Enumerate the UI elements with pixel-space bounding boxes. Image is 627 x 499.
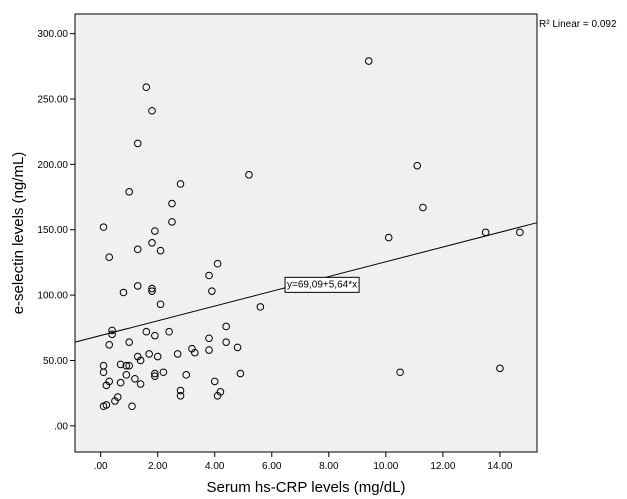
- y-tick-label: 50.00: [43, 356, 68, 367]
- x-tick-label: 6.00: [262, 461, 282, 472]
- data-point: [233, 343, 242, 352]
- data-point: [131, 374, 139, 383]
- x-tick-label: .00: [94, 461, 108, 472]
- data-point: [151, 331, 159, 340]
- r2-label: R² Linear = 0.092: [539, 19, 617, 30]
- x-tick-label: 4.00: [205, 461, 225, 472]
- plot-area: [74, 13, 538, 453]
- y-tick-label: .00: [54, 421, 68, 432]
- data-point: [125, 338, 133, 346]
- data-point: [364, 57, 373, 65]
- data-point: [102, 401, 111, 409]
- data-point: [384, 233, 393, 242]
- data-point: [256, 303, 265, 311]
- x-tick-label: 8.00: [319, 461, 339, 472]
- data-point: [210, 377, 219, 386]
- y-tick-label: 100.00: [37, 291, 68, 302]
- data-point: [116, 360, 125, 369]
- data-point: [148, 239, 156, 247]
- data-point: [156, 300, 165, 309]
- data-point: [99, 368, 108, 377]
- data-point: [136, 356, 145, 365]
- data-point: [145, 350, 153, 358]
- data-point: [236, 369, 245, 378]
- y-axis-ticks: .00 50.00 100.00 150.00 200.00 250.00 300.00: [37, 29, 75, 432]
- data-point: [176, 386, 185, 395]
- data-point: [205, 271, 213, 280]
- data-point: [105, 253, 114, 261]
- data-point: [119, 288, 128, 297]
- data-point: [142, 83, 151, 92]
- data-point: [222, 322, 230, 331]
- data-point: [245, 171, 253, 179]
- data-point: [128, 402, 136, 411]
- data-point: [516, 228, 524, 237]
- data-point: [105, 340, 114, 349]
- data-point: [142, 327, 151, 336]
- x-axis-title: Serum hs-CRP levels (mg/dL): [207, 479, 406, 496]
- x-tick-label: 2.00: [148, 461, 168, 472]
- data-point: [205, 346, 213, 354]
- data-point: [133, 282, 142, 290]
- data-point: [176, 391, 185, 400]
- y-tick-label: 300.00: [37, 29, 68, 40]
- data-point: [396, 368, 404, 377]
- y-tick-label: 150.00: [37, 225, 68, 236]
- data-point: [151, 369, 159, 378]
- data-point: [168, 199, 176, 208]
- data-point: [205, 334, 213, 343]
- data-point: [122, 361, 131, 370]
- data-point: [125, 361, 133, 370]
- data-point: [176, 180, 185, 188]
- data-point: [213, 259, 222, 268]
- x-tick-label: 12.00: [430, 461, 455, 472]
- x-axis-ticks: .00 2.00 4.00 6.00 8.00 10.00 12.00 14.00: [94, 452, 513, 472]
- data-point: [159, 368, 168, 377]
- data-point: [136, 380, 145, 388]
- equation-box: [284, 276, 360, 293]
- data-point: [133, 139, 142, 148]
- data-point: [419, 203, 427, 212]
- data-point: [108, 330, 116, 339]
- data-point: [216, 388, 225, 396]
- y-tick-label: 200.00: [37, 160, 68, 171]
- data-point: [116, 378, 125, 387]
- data-point: [111, 397, 119, 405]
- y-tick-label: 250.00: [37, 94, 68, 105]
- data-point: [156, 246, 165, 255]
- data-point: [413, 161, 422, 170]
- data-point: [148, 106, 156, 115]
- data-point: [133, 245, 142, 254]
- y-axis-title: e-selectin levels (ng/mL): [10, 152, 27, 315]
- data-points: [99, 57, 524, 411]
- data-point: [151, 227, 159, 235]
- data-point: [165, 327, 173, 336]
- equation-label: y=69,09+5,64*x: [287, 279, 357, 290]
- data-point: [151, 372, 159, 380]
- data-point: [208, 287, 216, 295]
- data-point: [125, 188, 133, 196]
- data-point: [481, 228, 490, 237]
- data-point: [190, 348, 199, 357]
- data-point: [168, 218, 176, 226]
- data-point: [222, 338, 230, 346]
- data-point: [148, 284, 156, 293]
- equation-label-group: y=69,09+5,64*x: [284, 276, 360, 293]
- data-point: [122, 371, 131, 379]
- data-point: [99, 223, 108, 231]
- data-point: [148, 287, 156, 295]
- data-point: [173, 350, 182, 358]
- x-tick-label: 14.00: [487, 461, 512, 472]
- data-point: [496, 364, 504, 373]
- data-point: [102, 381, 111, 390]
- data-point: [108, 326, 116, 335]
- data-point: [182, 371, 191, 379]
- x-tick-label: 10.00: [373, 461, 398, 472]
- data-point: [153, 352, 162, 361]
